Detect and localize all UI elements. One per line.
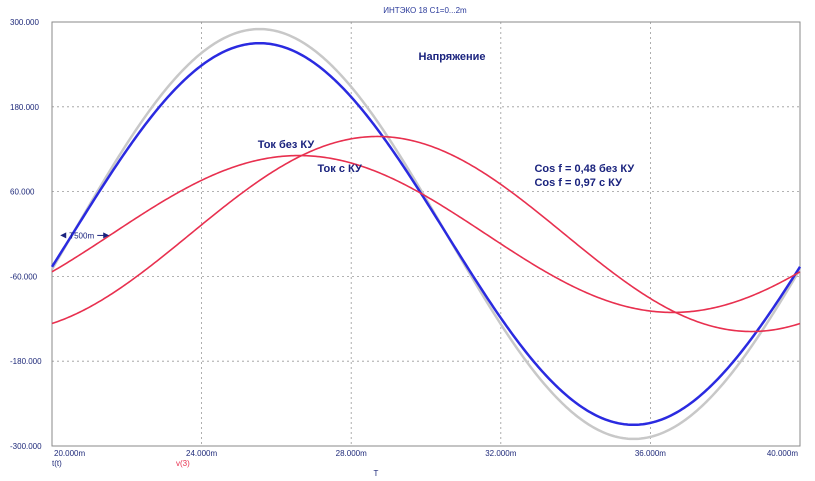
annotation-0: Напряжение xyxy=(419,51,486,63)
y-tick-label: -60.000 xyxy=(10,272,38,281)
x-unit-label-0: t(t) xyxy=(52,459,62,468)
chart-axes: 20.000m 24.000m 28.000m 32.000m 36.000m 40.00… xyxy=(10,18,801,458)
y-tick-label: -300.000 xyxy=(10,442,42,451)
x-tick-label: 28.000m xyxy=(336,449,367,458)
annotation-3: Cos f = 0,48 без КУ xyxy=(534,163,634,175)
annotation-4: Cos f = 0,97 с КУ xyxy=(534,177,622,189)
x-tick-label: 20.000m xyxy=(54,449,85,458)
chart-grid xyxy=(52,22,800,446)
chart-title: ИНТЭКО 18 С1=0...2m xyxy=(383,6,467,15)
y-tick-label: 60.000 xyxy=(10,188,35,197)
x-unit-label-1: v(3) xyxy=(176,459,190,468)
x-tick-label: 36.000m xyxy=(635,449,666,458)
y-tick-label: 300.000 xyxy=(10,18,39,27)
annotation-1: Ток без КУ xyxy=(258,139,315,151)
plot-frame xyxy=(51,21,801,447)
cursor-marker-left-icon xyxy=(60,232,67,239)
cursor-marker-right-icon xyxy=(103,232,110,239)
x-tick-label: 32.000m xyxy=(485,449,516,458)
cursor-marker-label: T500m xyxy=(69,231,94,240)
series-line-3 xyxy=(51,154,801,314)
x-axis-label: T xyxy=(374,469,379,478)
series-line-0 xyxy=(50,27,802,441)
series-line-2 xyxy=(51,135,801,333)
series-line-1 xyxy=(50,41,802,427)
x-tick-label: 40.000m xyxy=(767,449,798,458)
chart-series-group xyxy=(50,27,802,441)
y-tick-label: 180.000 xyxy=(10,103,39,112)
x-tick-label: 24.000m xyxy=(186,449,217,458)
y-tick-label: -180.000 xyxy=(10,357,42,366)
annotation-2: Ток с КУ xyxy=(318,163,362,175)
